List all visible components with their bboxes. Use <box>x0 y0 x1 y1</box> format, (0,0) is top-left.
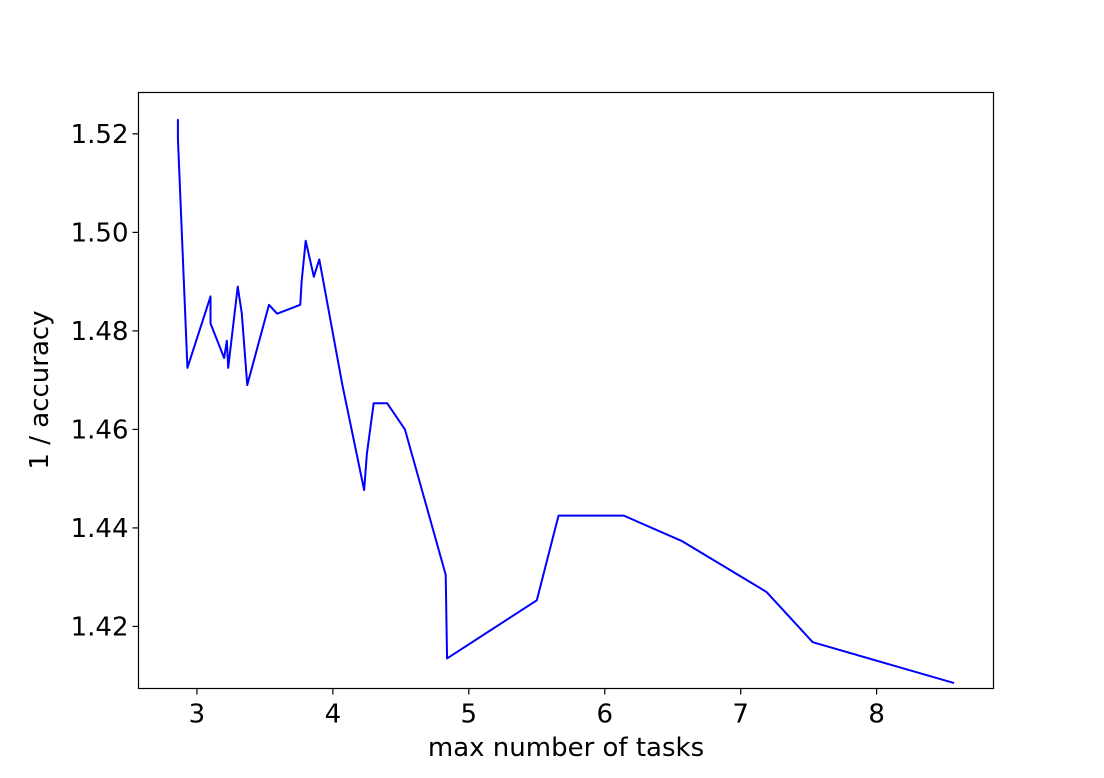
y-tick-label: 1.46 <box>71 415 129 445</box>
x-tick-label: 8 <box>868 700 885 730</box>
y-tick-label: 1.42 <box>71 612 129 642</box>
y-tick-label: 1.52 <box>71 120 129 150</box>
x-axis-label: max number of tasks <box>428 733 704 763</box>
x-tick-label: 7 <box>732 700 749 730</box>
y-tick-label: 1.48 <box>71 317 129 347</box>
y-axis-ticks: 1.42 1.44 1.46 1.48 1.50 1.52 <box>71 120 139 642</box>
plot-frame <box>137 91 995 690</box>
x-tick-label: 4 <box>325 700 342 730</box>
y-tick-label: 1.44 <box>71 514 129 544</box>
x-tick-label: 6 <box>596 700 613 730</box>
y-axis-label: 1 / accuracy <box>25 310 55 469</box>
x-tick-label: 5 <box>461 700 478 730</box>
series-line <box>176 119 955 685</box>
series-layer <box>176 119 955 685</box>
x-axis-ticks: 3 4 5 6 7 8 <box>189 688 885 730</box>
x-tick-label: 3 <box>189 700 206 730</box>
y-tick-label: 1.50 <box>71 218 129 248</box>
